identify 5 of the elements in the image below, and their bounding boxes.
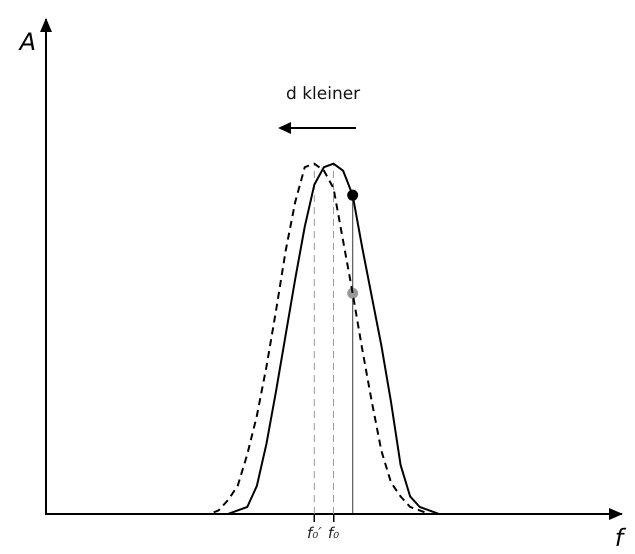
- x-axis-title: f: [614, 524, 627, 552]
- x-tick-label: f₀′: [306, 524, 322, 542]
- text: d kleiner: [286, 84, 360, 104]
- y-axis-title: A: [18, 28, 36, 56]
- x-tick-label: f₀: [328, 524, 340, 542]
